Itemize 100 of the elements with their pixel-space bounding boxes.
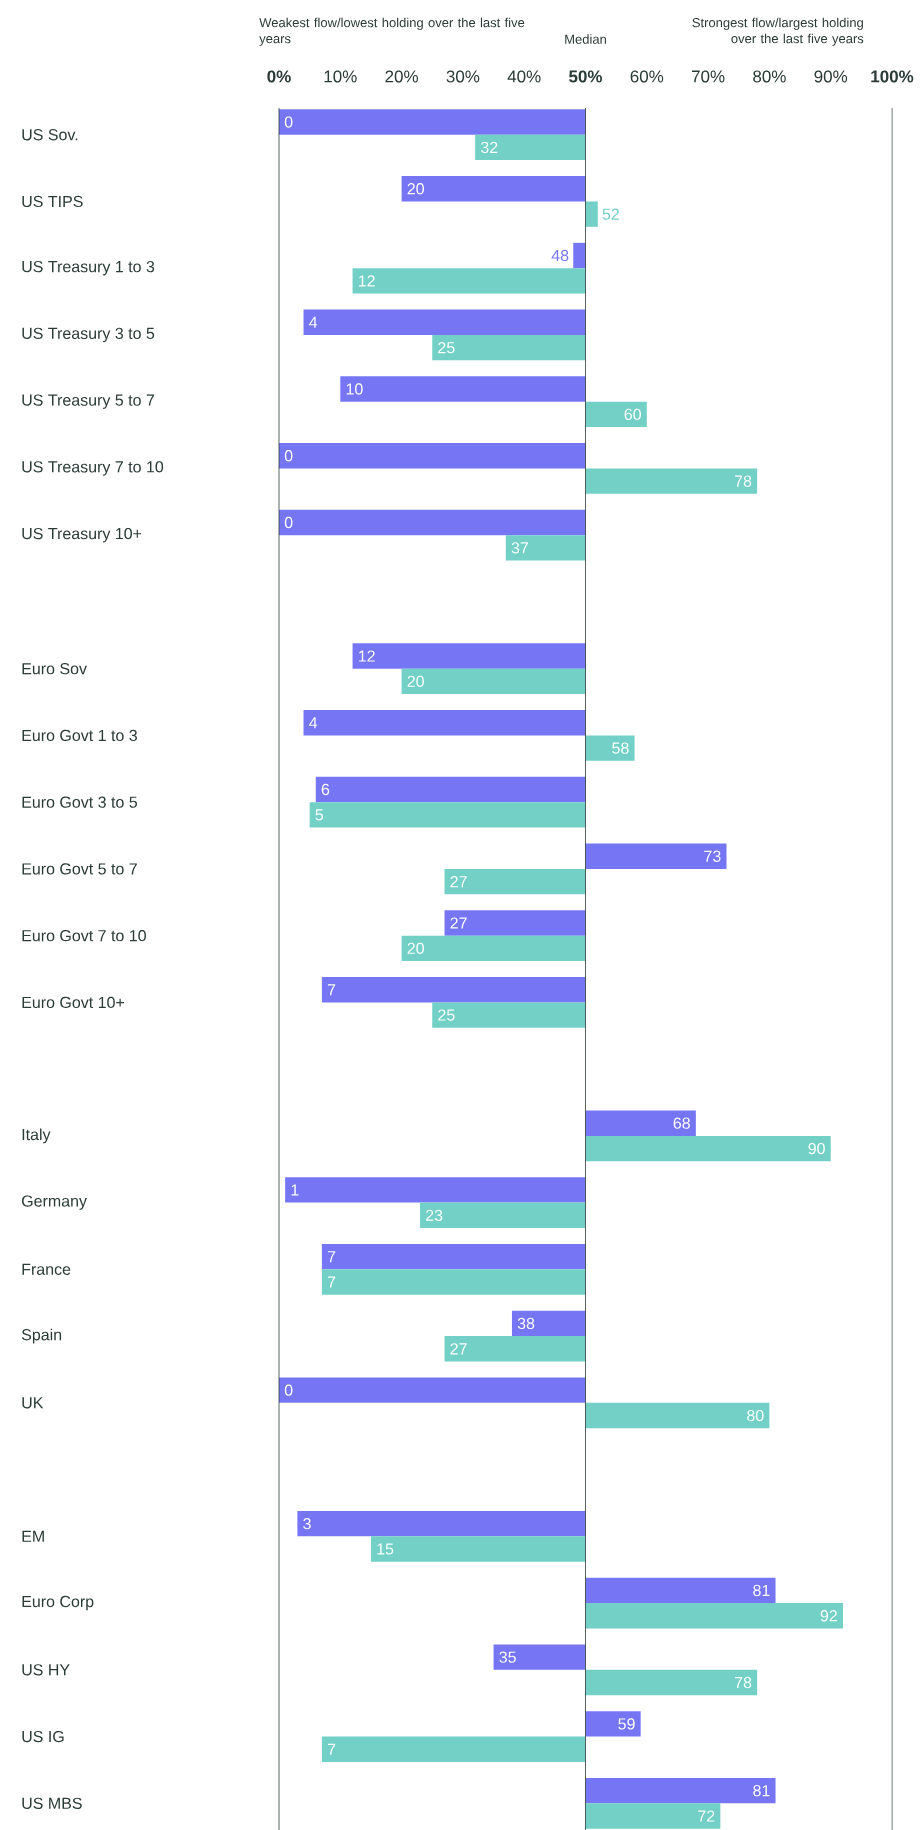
bar [585, 201, 598, 227]
bar [285, 1177, 586, 1203]
bar [585, 1777, 776, 1804]
data-label: 20 [407, 675, 424, 688]
y-tick-label: US Treasury 7 to 10 [22, 461, 164, 476]
x-tick-label: 90% [814, 70, 848, 83]
data-label: 5 [315, 809, 324, 821]
x-tick-label: 10% [324, 70, 357, 83]
data-label: 48 [551, 249, 569, 262]
data-label: 81 [753, 1584, 770, 1597]
data-label: 0 [284, 1384, 293, 1396]
bar [511, 1310, 586, 1337]
y-tick-label: Euro Govt 5 to 7 [22, 863, 137, 875]
y-tick-label: Euro Corp [22, 1595, 94, 1611]
bar [585, 1402, 770, 1429]
bar [585, 1603, 843, 1629]
data-label: 10 [346, 383, 363, 395]
data-label: 25 [438, 341, 455, 354]
data-label: 92 [820, 1610, 837, 1622]
data-label: 0 [284, 116, 293, 128]
bar [321, 1736, 586, 1762]
bar [321, 977, 586, 1003]
bar [475, 134, 586, 161]
x-tick-label: 20% [385, 70, 418, 83]
data-label: 35 [499, 1651, 516, 1663]
data-label: 12 [358, 650, 375, 662]
bar [444, 1336, 586, 1362]
data-label: 25 [438, 1009, 455, 1021]
y-tick-label: US Treasury 1 to 3 [22, 260, 155, 276]
data-label: 0 [284, 450, 293, 462]
bar [444, 910, 586, 936]
bar [585, 1803, 721, 1829]
bar [432, 1002, 586, 1028]
data-label: 1 [291, 1184, 299, 1196]
data-label: 52 [602, 208, 619, 220]
ref-line-label: Median [565, 34, 606, 44]
bar [340, 376, 586, 402]
bar [370, 1536, 586, 1562]
data-label: 68 [673, 1117, 690, 1129]
data-label: 0 [284, 516, 293, 529]
data-label: 60 [624, 408, 641, 421]
bar [303, 710, 586, 736]
bar [585, 1669, 758, 1696]
y-tick-label: US MBS [22, 1797, 82, 1809]
y-tick-label: UK [22, 1397, 44, 1409]
data-label: 23 [425, 1209, 443, 1221]
bar [573, 242, 586, 269]
data-label: 7 [327, 1743, 336, 1755]
x-tick-label: 60% [630, 70, 664, 83]
bar [309, 802, 586, 828]
bar [432, 334, 586, 361]
x-tick-label: 70% [691, 70, 725, 83]
bar [303, 309, 586, 335]
data-label: 20 [407, 183, 424, 195]
data-label: 78 [734, 1676, 752, 1689]
y-tick-label: EM [22, 1530, 44, 1542]
bar [401, 176, 586, 202]
bar [352, 643, 586, 669]
x-tick-label: 50% [569, 70, 603, 83]
data-label: 7 [327, 1276, 336, 1288]
bar [585, 843, 727, 869]
bar [505, 535, 586, 561]
x-tick-label: 30% [446, 70, 480, 83]
text: Strongest flow/largest holding over the last five years [692, 17, 864, 46]
data-label: 59 [618, 1718, 635, 1730]
data-label: 6 [321, 783, 330, 796]
x-tick-label: 40% [507, 70, 541, 83]
data-label: 32 [480, 141, 498, 154]
bar [585, 401, 647, 428]
bar [279, 109, 586, 135]
bar [585, 1711, 641, 1737]
data-label: 38 [517, 1317, 535, 1330]
bar [444, 868, 586, 895]
y-tick-label: Euro Govt 3 to 5 [22, 796, 138, 808]
bar [279, 509, 586, 536]
x-tick-label: 0% [267, 70, 291, 83]
data-label: 90 [808, 1142, 825, 1155]
y-tick-label: US HY [22, 1664, 70, 1676]
y-tick-label: Euro Govt 7 to 10 [22, 929, 146, 942]
data-label: 4 [309, 316, 318, 328]
bar [585, 468, 758, 494]
y-tick-label: Germany [22, 1195, 87, 1210]
data-label: 27 [450, 1343, 467, 1355]
y-tick-label: Euro Govt 1 to 3 [22, 729, 137, 742]
bar [321, 1269, 586, 1295]
bar [279, 1377, 586, 1403]
data-label: 37 [511, 542, 528, 554]
y-tick-label: US Treasury 3 to 5 [22, 327, 155, 343]
y-tick-label: US IG [22, 1730, 64, 1743]
data-label: 4 [309, 717, 318, 729]
data-label: 7 [327, 1251, 336, 1263]
bar [493, 1644, 586, 1670]
x-tick-label: 100% [871, 70, 914, 83]
bar [401, 668, 586, 695]
y-tick-label: Euro Sov [22, 663, 87, 675]
data-label: 72 [698, 1810, 715, 1822]
bar [297, 1510, 586, 1537]
data-label: 78 [734, 475, 752, 487]
data-label: 58 [612, 742, 629, 754]
data-label: 80 [747, 1409, 764, 1422]
